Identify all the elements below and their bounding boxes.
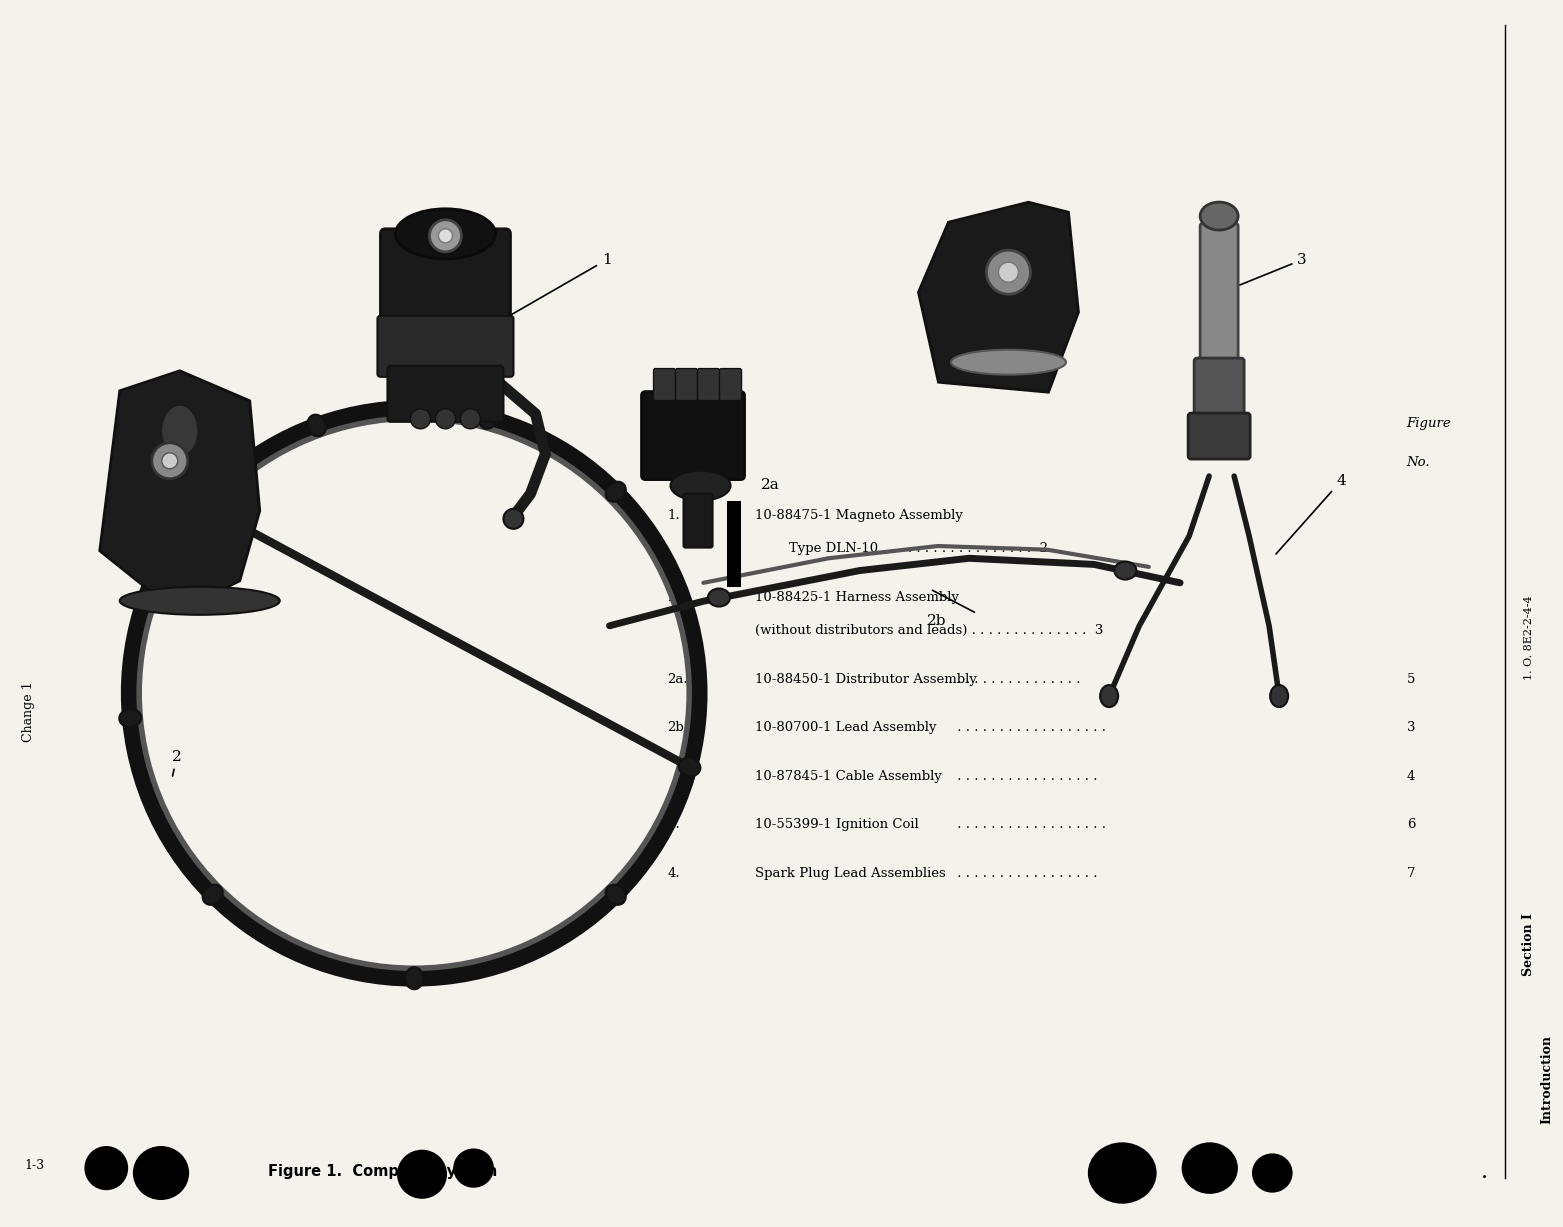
Ellipse shape (1252, 1153, 1293, 1193)
FancyBboxPatch shape (1194, 358, 1244, 425)
Circle shape (439, 228, 452, 243)
Text: 3: 3 (1407, 721, 1415, 734)
Circle shape (161, 453, 178, 469)
Ellipse shape (1114, 562, 1136, 579)
Text: . . . . . . . . . . . . . . . . . .: . . . . . . . . . . . . . . . . . . (953, 721, 1107, 734)
Ellipse shape (84, 1146, 128, 1190)
Ellipse shape (186, 501, 206, 520)
Ellipse shape (397, 1150, 447, 1199)
Text: . . . . . . . . . . . . . . . . .: . . . . . . . . . . . . . . . . . (953, 867, 1097, 880)
Text: Change 1: Change 1 (22, 681, 34, 742)
Ellipse shape (308, 415, 327, 437)
Circle shape (152, 443, 188, 479)
Ellipse shape (120, 587, 280, 615)
Text: 2b: 2b (927, 614, 946, 628)
Ellipse shape (405, 967, 424, 989)
Circle shape (999, 263, 1019, 282)
Text: .: . (1482, 1161, 1488, 1183)
Text: Index: Index (664, 417, 702, 431)
Ellipse shape (395, 209, 495, 259)
Text: Introduction: Introduction (1541, 1036, 1554, 1124)
Ellipse shape (133, 1146, 189, 1200)
FancyBboxPatch shape (377, 315, 514, 377)
Ellipse shape (163, 406, 197, 455)
Text: Figure 1.  Complete System: Figure 1. Complete System (269, 1164, 497, 1179)
Bar (727, 501, 741, 587)
FancyBboxPatch shape (1200, 223, 1238, 369)
Text: 4: 4 (1407, 769, 1415, 783)
Text: 3.: 3. (667, 818, 680, 832)
FancyBboxPatch shape (697, 368, 719, 400)
Text: 10-80700-1 Lead Assembly: 10-80700-1 Lead Assembly (755, 721, 936, 734)
FancyBboxPatch shape (719, 368, 741, 400)
Text: 2a.: 2a. (667, 672, 688, 686)
Circle shape (430, 220, 461, 252)
Text: 3: 3 (1239, 253, 1307, 285)
Ellipse shape (478, 407, 497, 429)
Text: 7: 7 (1407, 867, 1415, 880)
Polygon shape (919, 202, 1078, 393)
Text: Spark Plug Lead Assemblies: Spark Plug Lead Assemblies (755, 867, 946, 880)
Text: 1. O. 8E2-2-4-4: 1. O. 8E2-2-4-4 (1524, 596, 1533, 680)
Text: 2: 2 (172, 750, 181, 775)
Text: 10-88425-1 Harness Assembly: 10-88425-1 Harness Assembly (755, 591, 960, 604)
Text: 5: 5 (1407, 672, 1415, 686)
Text: 4: 4 (1275, 474, 1346, 555)
Text: Section I: Section I (1522, 913, 1535, 977)
Text: 6: 6 (1407, 818, 1415, 832)
Text: No.: No. (664, 456, 688, 470)
Ellipse shape (1088, 1142, 1157, 1204)
Ellipse shape (708, 589, 730, 606)
Text: 1.: 1. (667, 509, 680, 523)
Text: . . . . . . . . . . . . . . .: . . . . . . . . . . . . . . . (953, 672, 1082, 686)
FancyBboxPatch shape (675, 368, 697, 400)
FancyBboxPatch shape (683, 493, 713, 547)
Ellipse shape (606, 885, 625, 904)
Text: . . . . . . . . . . . . . . . . . .: . . . . . . . . . . . . . . . . . . (953, 818, 1107, 832)
Text: 2a: 2a (761, 477, 780, 492)
FancyBboxPatch shape (641, 391, 744, 480)
Text: 1: 1 (499, 253, 611, 323)
Ellipse shape (453, 1148, 494, 1188)
FancyBboxPatch shape (380, 228, 511, 329)
Text: Type DLN-10 . . . . . . . . . . . . . . . . . .  2: Type DLN-10 . . . . . . . . . . . . . . … (755, 542, 1047, 556)
FancyBboxPatch shape (388, 366, 503, 422)
Ellipse shape (606, 482, 625, 502)
Ellipse shape (671, 471, 730, 501)
Circle shape (503, 509, 524, 529)
Ellipse shape (1100, 685, 1118, 707)
Ellipse shape (1271, 685, 1288, 707)
Text: (without distributors and leads) . . . . . . . . . . . . . .  3: (without distributors and leads) . . . .… (755, 625, 1103, 637)
Text: 2.: 2. (667, 591, 680, 604)
Ellipse shape (203, 885, 222, 904)
Ellipse shape (678, 758, 700, 777)
FancyBboxPatch shape (1188, 413, 1250, 459)
Text: . . . . . . . . . . . . . . . . .: . . . . . . . . . . . . . . . . . (953, 769, 1097, 783)
Polygon shape (100, 371, 259, 601)
Text: 2b.: 2b. (667, 721, 688, 734)
Text: 10-87845-1 Cable Assembly: 10-87845-1 Cable Assembly (755, 769, 942, 783)
Ellipse shape (119, 709, 141, 728)
Ellipse shape (1182, 1142, 1238, 1194)
Circle shape (986, 250, 1030, 294)
Text: 4.: 4. (667, 867, 680, 880)
Circle shape (411, 409, 430, 428)
Text: 10-88450-1 Distributor Assembly: 10-88450-1 Distributor Assembly (755, 672, 977, 686)
Text: 10-88475-1 Magneto Assembly: 10-88475-1 Magneto Assembly (755, 509, 963, 523)
FancyBboxPatch shape (653, 368, 675, 400)
Text: Figure: Figure (1407, 417, 1452, 431)
Ellipse shape (1200, 202, 1238, 231)
Text: 10-55399-1 Ignition Coil: 10-55399-1 Ignition Coil (755, 818, 919, 832)
Circle shape (436, 409, 455, 428)
Text: 1-3: 1-3 (25, 1160, 44, 1172)
Circle shape (461, 409, 480, 428)
Ellipse shape (950, 350, 1066, 374)
Text: No.: No. (1407, 456, 1430, 470)
